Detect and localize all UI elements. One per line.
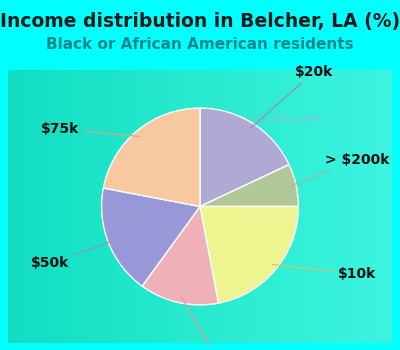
- Text: $10k: $10k: [272, 265, 376, 281]
- Text: City-Data.com: City-Data.com: [248, 114, 322, 124]
- Text: $50k: $50k: [31, 241, 113, 271]
- Text: $20k: $20k: [250, 65, 333, 128]
- Text: Black or African American residents: Black or African American residents: [46, 37, 354, 52]
- Wedge shape: [142, 206, 218, 305]
- Wedge shape: [103, 108, 200, 206]
- Text: Income distribution in Belcher, LA (%): Income distribution in Belcher, LA (%): [0, 12, 400, 31]
- Text: $40k: $40k: [182, 297, 235, 350]
- Wedge shape: [200, 206, 298, 303]
- Text: $75k: $75k: [41, 122, 140, 136]
- Wedge shape: [102, 188, 200, 286]
- Wedge shape: [200, 164, 298, 206]
- Wedge shape: [200, 108, 289, 206]
- Text: > $200k: > $200k: [291, 153, 390, 186]
